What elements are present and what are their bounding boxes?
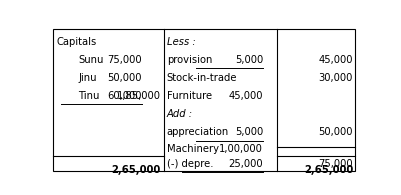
Text: 45,000: 45,000 [319, 55, 353, 65]
Text: Tinu: Tinu [78, 91, 99, 101]
Text: Less :: Less : [167, 37, 195, 47]
Text: appreciation: appreciation [167, 127, 229, 137]
Text: 2,65,000: 2,65,000 [304, 165, 353, 175]
Text: Furniture: Furniture [167, 91, 212, 101]
Text: 25,000: 25,000 [229, 159, 263, 168]
Text: 30,000: 30,000 [319, 73, 353, 83]
Text: 2,65,000: 2,65,000 [111, 165, 160, 175]
Text: 5,000: 5,000 [235, 127, 263, 137]
Text: 50,000: 50,000 [319, 127, 353, 137]
Text: provision: provision [167, 55, 212, 65]
Text: Capitals: Capitals [56, 37, 97, 47]
Text: 1,85,000: 1,85,000 [116, 91, 160, 101]
Text: Stock-in-trade: Stock-in-trade [167, 73, 237, 83]
Text: 45,000: 45,000 [229, 91, 263, 101]
Text: 1,00,000: 1,00,000 [219, 144, 263, 153]
Text: 75,000: 75,000 [107, 55, 142, 65]
Text: Sunu: Sunu [78, 55, 103, 65]
Text: 60,000: 60,000 [107, 91, 142, 101]
Text: 5,000: 5,000 [235, 55, 263, 65]
Text: Jinu: Jinu [78, 73, 97, 83]
Text: Machinery: Machinery [167, 144, 219, 153]
Text: 50,000: 50,000 [107, 73, 142, 83]
Text: (-) depre.: (-) depre. [167, 159, 213, 168]
Text: Add :: Add : [167, 109, 193, 119]
Text: 75,000: 75,000 [318, 159, 353, 168]
